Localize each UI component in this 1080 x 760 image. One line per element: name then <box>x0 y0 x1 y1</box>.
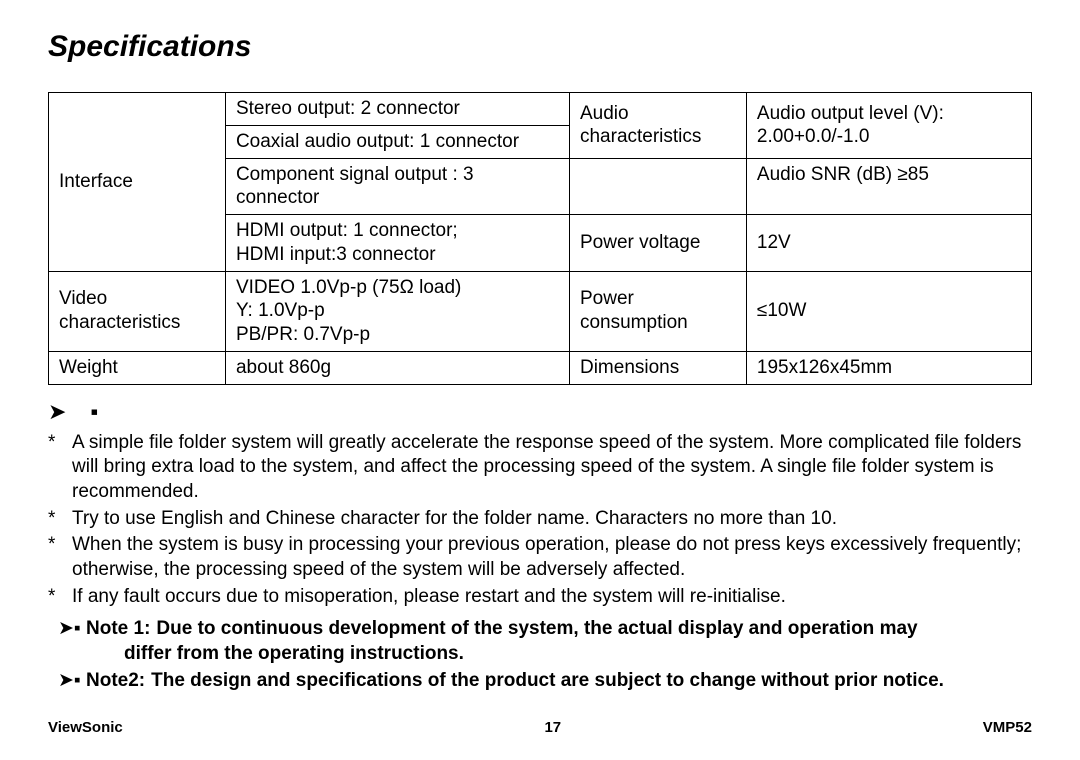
star-note: * A simple file folder system will great… <box>48 431 1032 505</box>
interface-row-2: Component signal output : 3 connector <box>225 158 569 215</box>
star-note: * If any fault occurs due to misoperatio… <box>48 585 1032 610</box>
footer-left: ViewSonic <box>48 719 123 736</box>
power-voltage-label: Power voltage <box>569 215 746 272</box>
bold-note-line1: Due to continuous development of the sys… <box>156 618 917 639</box>
page-title: Specifications <box>48 30 1032 64</box>
power-cons-value: ≤10W <box>746 271 1031 351</box>
dimensions-label: Dimensions <box>569 351 746 384</box>
audio-char-row-1: Audio SNR (dB) ≥85 <box>746 158 1031 215</box>
bold-note-label: Note2: <box>86 670 151 691</box>
page: Specifications Interface Stereo output: … <box>0 0 1080 760</box>
star-note-text: A simple file folder system will greatly… <box>72 431 1032 505</box>
star-note-text: If any fault occurs due to misoperation,… <box>72 585 1032 610</box>
audio-char-row-0: Audio output level (V): 2.00+0.0/-1.0 <box>746 93 1031 159</box>
bold-note: ➤▪ Note2:The design and specifications o… <box>58 669 1032 694</box>
video-char-value: VIDEO 1.0Vp-p (75Ω load) Y: 1.0Vp-p PB/P… <box>225 271 569 351</box>
star-note-text: When the system is busy in processing yo… <box>72 533 1032 582</box>
video-char-label: Video characteristics <box>49 271 226 351</box>
dimensions-value: 195x126x45mm <box>746 351 1031 384</box>
spec-table: Interface Stereo output: 2 connector Aud… <box>48 92 1032 385</box>
audio-char-label: Audio characteristics <box>569 93 746 159</box>
bold-note-line2: differ from the operating instructions. <box>86 642 1032 667</box>
power-cons-label: Power consumption <box>569 271 746 351</box>
star-note: * Try to use English and Chinese charact… <box>48 507 1032 532</box>
dot-icon: ▪ <box>90 399 122 424</box>
arrow-dot-icon: ➤▪ <box>58 617 86 666</box>
interface-label: Interface <box>49 93 226 272</box>
star-icon: * <box>48 507 72 532</box>
bold-note: ➤▪ Note 1:Due to continuous development … <box>58 617 1032 666</box>
interface-row-3: HDMI output: 1 connector; HDMI input:3 c… <box>225 215 569 272</box>
weight-label: Weight <box>49 351 226 384</box>
audio-char-row-1-label <box>569 158 746 215</box>
interface-row-1: Coaxial audio output: 1 connector <box>225 125 569 158</box>
footer-center: 17 <box>544 719 561 736</box>
star-icon: * <box>48 431 72 505</box>
weight-value: about 860g <box>225 351 569 384</box>
footer-right: VMP52 <box>983 719 1032 736</box>
bold-note-label: Note 1: <box>86 618 156 639</box>
arrow-dot-icon: ➤▪ <box>58 669 86 694</box>
bold-note-line1: The design and specifications of the pro… <box>151 670 944 691</box>
star-note-text: Try to use English and Chinese character… <box>72 507 1032 532</box>
star-icon: * <box>48 533 72 582</box>
interface-row-0: Stereo output: 2 connector <box>225 93 569 126</box>
star-note: * When the system is busy in processing … <box>48 533 1032 582</box>
footer: ViewSonic 17 VMP52 <box>48 719 1032 736</box>
star-icon: * <box>48 585 72 610</box>
notes-block: * A simple file folder system will great… <box>48 431 1032 694</box>
power-voltage-value: 12V <box>746 215 1031 272</box>
arrow-icon: ➤ <box>48 399 90 424</box>
glyph-row: ➤▪ <box>48 399 1032 425</box>
